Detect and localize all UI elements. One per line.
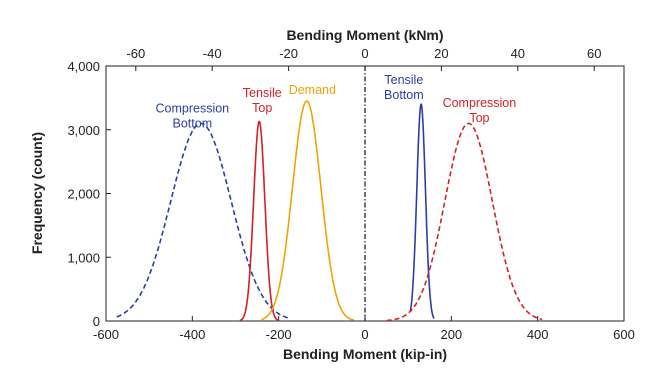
x-ticks: -600 -400 -200 0 200 400 600 [93, 316, 635, 342]
series-tensile-top-label: Tensile Top [243, 86, 282, 115]
bottom-axis-title: Bending Moment (kip-in) [283, 346, 447, 362]
series-label-line: Top [469, 111, 489, 125]
y-tick-label: 0 [93, 314, 100, 329]
y-tick-label: 4,000 [67, 59, 100, 74]
series-demand-curve [261, 100, 355, 321]
series-label-line: Compression [156, 102, 230, 116]
top-axis-title: Bending Moment (kNm) [286, 27, 443, 43]
y-tick-label: 3,000 [67, 123, 100, 138]
series-tensile-bottom-curve [409, 103, 435, 320]
x-tick-label: -200 [266, 327, 292, 342]
top-x-tick-label: 0 [361, 46, 368, 61]
top-x-tick-label: 20 [434, 46, 448, 61]
y-tick-label: 2,000 [67, 187, 100, 202]
series-label-line: Compression [443, 96, 517, 110]
top-x-ticks: -60 -40 -20 0 20 40 60 [126, 46, 601, 71]
x-tick-label: 200 [440, 327, 462, 342]
series-label-line: Tensile [384, 73, 423, 87]
series-label-line: Bottom [173, 117, 213, 131]
x-tick-label: 400 [527, 327, 549, 342]
series-tensile-bottom-label: Tensile Bottom [384, 73, 424, 102]
series-label-line: Top [252, 101, 272, 115]
x-tick-label: -600 [93, 327, 119, 342]
x-tick-label: 0 [361, 327, 368, 342]
x-tick-label: 600 [613, 327, 635, 342]
top-x-tick-label: -60 [126, 46, 145, 61]
series-demand-label: Demand [289, 83, 336, 97]
x-tick-label: -400 [179, 327, 205, 342]
top-x-tick-label: -20 [279, 46, 298, 61]
top-x-tick-label: 60 [587, 46, 601, 61]
series-compression-top-label: Compression Top [443, 96, 517, 125]
bottom-axis-title-group: Bending Moment (kip-in) [283, 346, 447, 362]
series-group [116, 100, 543, 322]
y-axis-title: Frequency (count) [29, 132, 45, 254]
y-axis-title-group: Frequency (count) [29, 132, 45, 254]
top-x-tick-label: 40 [511, 46, 525, 61]
top-axis-title-group: Bending Moment (kNm) [286, 27, 443, 43]
series-compression-bottom-label: Compression Bottom [156, 102, 230, 131]
y-tick-label: 1,000 [67, 250, 100, 265]
series-compression-bottom-curve [116, 122, 290, 320]
top-x-tick-label: -40 [203, 46, 222, 61]
series-compression-top-curve [386, 122, 543, 322]
series-label-line: Demand [289, 83, 336, 97]
y-ticks: 0 1,000 2,000 3,000 4,000 [67, 59, 111, 329]
series-label-line: Tensile [243, 86, 282, 100]
series-tensile-top-curve [239, 120, 279, 322]
series-label-line: Bottom [384, 88, 424, 102]
